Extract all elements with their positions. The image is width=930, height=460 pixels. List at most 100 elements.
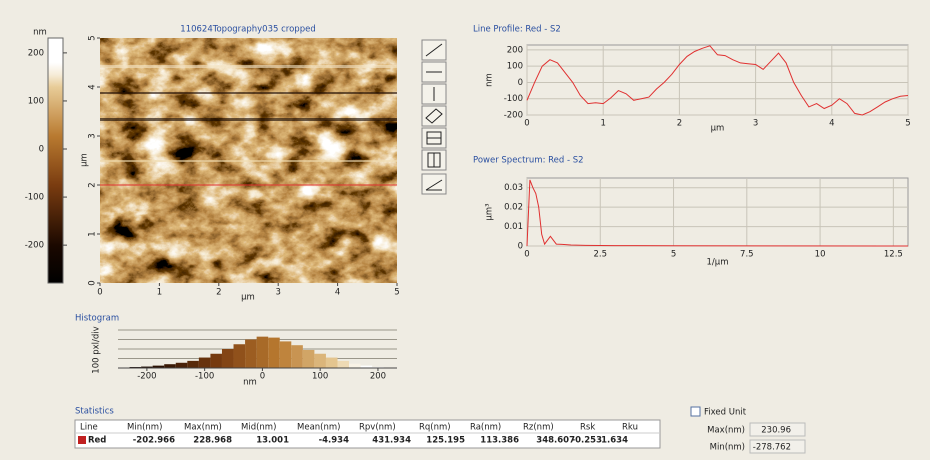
cell: -202.966 <box>133 436 175 446</box>
x-tick-label: 2 <box>216 288 221 298</box>
tool-angle[interactable] <box>421 173 447 195</box>
histogram-bar <box>314 353 326 368</box>
x-tick-label: -100 <box>195 372 214 382</box>
histogram-bar <box>349 363 361 368</box>
x-tick-label: 1 <box>157 288 162 298</box>
y-tick-label: 0 <box>88 280 98 285</box>
x-tick-label: 4 <box>335 288 340 298</box>
column-header: Rpv(nm) <box>359 423 396 433</box>
histogram-bar <box>325 357 338 368</box>
colorbar-tick-label: 200 <box>28 48 44 58</box>
y-axis-label: nm <box>485 73 495 87</box>
x-tick-label: 4 <box>829 119 834 129</box>
min-field[interactable] <box>749 439 806 454</box>
fixed-unit-checkbox[interactable] <box>690 406 701 417</box>
column-header: Rsk <box>580 423 595 433</box>
cell: 113.386 <box>480 436 519 446</box>
cell: 1.634 <box>601 436 628 446</box>
x-tick-label: 5 <box>905 119 910 129</box>
histogram-bar <box>256 336 269 368</box>
x-tick-label: 5 <box>671 250 676 260</box>
y-tick-label: -100 <box>504 94 523 104</box>
y-tick-label: 3 <box>88 133 98 138</box>
histogram-bar <box>141 366 153 368</box>
colorbar-tick-label: -200 <box>25 241 44 251</box>
x-tick-label: 1 <box>600 119 605 129</box>
cell: 431.934 <box>372 436 411 446</box>
x-tick-label: 0 <box>524 119 529 129</box>
histogram-bar <box>221 349 234 368</box>
plot-title: Line Profile: Red - S2 <box>473 25 561 35</box>
histogram-bar <box>337 360 350 368</box>
colorbar-tick-label: 100 <box>28 96 44 106</box>
checkbox-label: Fixed Unit <box>704 408 747 418</box>
histogram-bar <box>210 353 222 368</box>
column-header: Max(nm) <box>184 423 222 433</box>
column-header: Ra(nm) <box>470 423 501 433</box>
histogram-bar <box>268 337 280 368</box>
scan-streaks <box>100 65 397 162</box>
plot-title: Power Spectrum: Red - S2 <box>473 156 584 166</box>
image-title: 110624Topography035 cropped <box>180 25 315 35</box>
column-header: Rku <box>622 423 638 433</box>
y-tick-label: 1 <box>88 231 98 236</box>
y-tick-label: 2 <box>88 182 98 187</box>
field-label: Max(nm) <box>707 426 745 436</box>
histogram-bar <box>233 344 246 368</box>
y-axis-label: µm <box>80 153 90 167</box>
column-header: Rq(nm) <box>419 423 451 433</box>
x-axis-label: µm <box>241 293 255 303</box>
histogram-bar <box>360 365 373 368</box>
x-tick-label: 10 <box>815 250 826 260</box>
profile-curve <box>526 45 909 116</box>
cell: -0.253 <box>572 436 602 446</box>
colorbar-tick-label: -100 <box>25 193 44 203</box>
x-tick-label: 5 <box>394 288 399 298</box>
tool-buttons <box>421 39 447 195</box>
y-tick-label: 5 <box>88 35 98 40</box>
column-header: Min(nm) <box>127 423 162 433</box>
histogram-bar <box>164 364 176 368</box>
x-axis-label: µm <box>711 124 725 134</box>
max-field[interactable] <box>749 422 806 437</box>
x-tick-label: 2.5 <box>594 250 608 260</box>
field-value: 230.96 <box>761 426 791 436</box>
y-tick-label: 100 <box>507 62 523 72</box>
x-tick-label: 12.5 <box>884 250 903 260</box>
colorbar-tick-label: 0 <box>39 145 44 155</box>
x-tick-label: 0 <box>524 250 529 260</box>
histogram-bar <box>302 349 315 368</box>
row-label: Red <box>88 436 106 446</box>
y-tick-label: 0.01 <box>504 222 523 232</box>
x-tick-label: 3 <box>275 288 280 298</box>
x-axis-label: nm <box>243 378 257 388</box>
x-axis-label: 1/µm <box>707 258 729 268</box>
tool-band[interactable] <box>421 105 447 127</box>
profile-curve <box>526 179 909 247</box>
y-tick-label: 200 <box>507 45 523 55</box>
cell: 125.195 <box>426 436 465 446</box>
field-value: -278.762 <box>753 443 791 453</box>
x-tick-label: 100 <box>312 372 328 382</box>
x-tick-label: 2 <box>677 119 682 129</box>
cell: 348.607 <box>536 436 575 446</box>
y-tick-label: 4 <box>88 84 98 89</box>
histogram-bar <box>152 365 165 368</box>
statistics-table <box>74 419 661 449</box>
colorbar-unit: nm <box>33 28 47 38</box>
y-tick-label: 0.02 <box>504 203 523 213</box>
x-tick-label: 0 <box>97 288 102 298</box>
y-tick-label: -200 <box>504 111 523 121</box>
table-title: Statistics <box>75 407 114 417</box>
histogram-bar <box>291 345 303 368</box>
column-header: Mid(nm) <box>241 423 276 433</box>
plot-title: Histogram <box>75 314 119 324</box>
histogram-bar <box>175 362 188 368</box>
histogram-bar <box>187 360 199 368</box>
column-header: Line <box>80 423 98 433</box>
cell: 13.001 <box>256 436 289 446</box>
line-checkbox[interactable] <box>78 436 86 444</box>
histogram-bar <box>198 357 211 368</box>
x-tick-label: 200 <box>370 372 386 382</box>
